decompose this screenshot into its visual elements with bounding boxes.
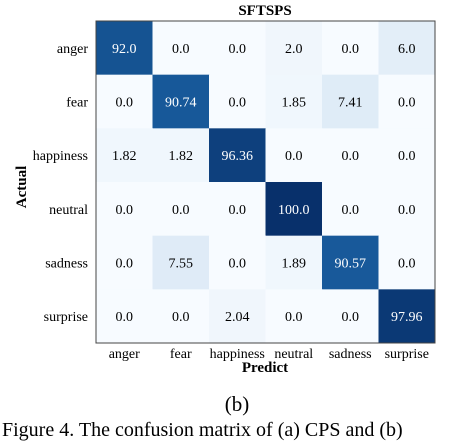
chart-title: SFTSPS: [238, 3, 291, 19]
cell-value-label: 0.0: [285, 310, 303, 325]
cell-value-label: 0.0: [116, 257, 134, 272]
x-tick-label: fear: [170, 347, 192, 362]
confusion-matrix-chart: SFTSPS 92.0 0.0 0.0 2.0 0.0 6.0 0.0 90.74 0.0 1.8…: [14, 3, 436, 376]
cell-value-label: 1.82: [112, 149, 137, 164]
cell-value-label: 0.0: [116, 96, 134, 111]
cell-value-label: 96.36: [222, 149, 254, 164]
heatmap-cell: [322, 128, 379, 183]
cell-value-label: 0.0: [229, 203, 247, 218]
heatmap-cell: [152, 289, 210, 344]
x-tick-labels: anger fear happiness neutral sadness surprise: [109, 347, 429, 362]
cell-value-label: 1.89: [282, 257, 307, 272]
heatmap-cell: [209, 74, 266, 129]
y-tick-label: surprise: [44, 310, 88, 325]
x-tick-label: surprise: [385, 347, 429, 362]
cell-value-label: 0.0: [172, 203, 190, 218]
cell-value-label: 0.0: [342, 42, 360, 57]
heatmap-cell: [209, 182, 266, 237]
heatmap-cell: [265, 128, 323, 183]
y-tick-label: sadness: [45, 257, 88, 272]
heatmap-cell: [209, 21, 266, 76]
heatmap-cell: [378, 182, 436, 237]
heatmap-cell: [322, 74, 379, 129]
panel-label: (b): [224, 392, 250, 416]
heatmap-cell: [378, 74, 436, 129]
cell-value-label: 0.0: [229, 96, 247, 111]
y-tick-label: happiness: [33, 149, 88, 164]
heatmap-cell: [265, 182, 323, 237]
x-axis-label: Predict: [242, 360, 288, 376]
heatmap-cell: [96, 235, 153, 290]
cell-value-label: 7.41: [338, 96, 363, 111]
cell-value-label: 0.0: [285, 149, 303, 164]
heatmap-cell: [152, 182, 210, 237]
cell-value-label: 0.0: [116, 203, 134, 218]
x-tick-label: happiness: [210, 347, 265, 362]
cell-value-label: 0.0: [398, 257, 416, 272]
heatmap-cell: [265, 235, 323, 290]
cell-value-label: 2.0: [285, 42, 303, 57]
cell-value-label: 0.0: [398, 203, 416, 218]
heatmap-cell: [265, 21, 323, 76]
cell-value-label: 0.0: [172, 42, 190, 57]
heatmap-cell: [322, 235, 379, 290]
cell-value-label: 0.0: [398, 149, 416, 164]
plot-border: [95, 20, 436, 344]
cell-value-label: 100.0: [278, 203, 310, 218]
cell-value-label: 0.0: [116, 310, 134, 325]
heatmap-cell: [322, 289, 379, 344]
heatmap-cell: [152, 235, 210, 290]
cell-value-label: 0.0: [342, 203, 360, 218]
cell-value-label: 90.74: [165, 96, 197, 111]
cell-value-label: 0.0: [342, 149, 360, 164]
heatmap-cell: [378, 289, 436, 344]
cell-value-label: 90.57: [335, 257, 367, 272]
figure-caption: Figure 4. The confusion matrix of (a) CP…: [2, 419, 403, 441]
heatmap-cells: 92.0 0.0 0.0 2.0 0.0 6.0 0.0 90.74 0.0 1.85 7.41 0.…: [96, 21, 436, 344]
y-tick-label: fear: [66, 96, 88, 111]
heatmap-cell: [209, 128, 266, 183]
y-tick-label: anger: [57, 42, 88, 57]
cell-value-label: 0.0: [398, 96, 416, 111]
cell-value-label: 97.96: [391, 310, 423, 325]
x-tick-label: sadness: [329, 347, 372, 362]
heatmap-cell: [322, 21, 379, 76]
heatmap-cell: [322, 182, 379, 237]
x-tick-label: neutral: [274, 347, 313, 362]
heatmap-cell: [96, 182, 153, 237]
heatmap-cell: [265, 74, 323, 129]
y-tick-labels: anger fear happiness neutral sadness surprise: [33, 42, 89, 325]
cell-value-label: 0.0: [229, 257, 247, 272]
heatmap-cell: [152, 74, 210, 129]
heatmap-cell: [96, 289, 153, 344]
heatmap-cell: [209, 235, 266, 290]
heatmap-cell: [378, 21, 436, 76]
cell-value-label: 2.04: [225, 310, 250, 325]
heatmap-cell: [378, 128, 436, 183]
heatmap-cell: [152, 21, 210, 76]
heatmap-cell: [96, 21, 153, 76]
heatmap-cell: [378, 235, 436, 290]
heatmap-cell: [96, 128, 153, 183]
heatmap-cell: [265, 289, 323, 344]
y-axis-label: Actual: [14, 166, 30, 209]
cell-value-label: 0.0: [229, 42, 247, 57]
cell-value-label: 1.82: [169, 149, 194, 164]
cell-value-label: 7.55: [169, 257, 194, 272]
heatmap-cell: [209, 289, 266, 344]
cell-value-label: 0.0: [342, 310, 360, 325]
cell-value-label: 92.0: [112, 42, 137, 57]
cell-value-label: 1.85: [282, 96, 307, 111]
cell-value-label: 6.0: [398, 42, 416, 57]
y-tick-label: neutral: [49, 203, 88, 218]
heatmap-cell: [96, 74, 153, 129]
heatmap-cell: [152, 128, 210, 183]
x-tick-label: anger: [109, 347, 140, 362]
cell-value-label: 0.0: [172, 310, 190, 325]
